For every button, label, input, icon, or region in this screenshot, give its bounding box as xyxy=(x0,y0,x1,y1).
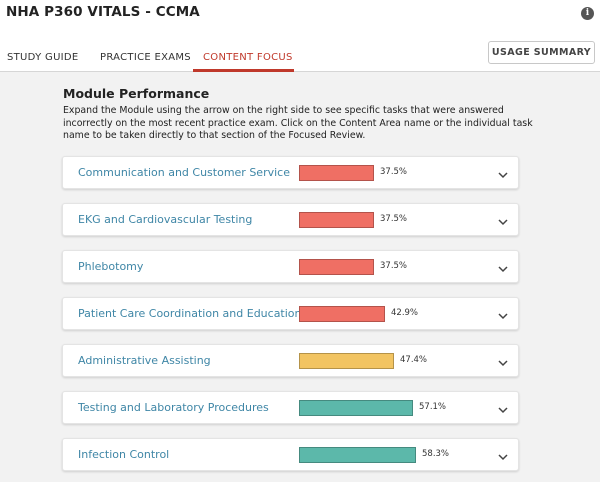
section-description: Expand the Module using the arrow on the… xyxy=(63,105,533,142)
usage-summary-button[interactable]: USAGE SUMMARY xyxy=(488,41,595,64)
module-card: Phlebotomy 37.5% xyxy=(62,250,519,283)
score-percent: 47.4% xyxy=(400,355,428,365)
score-bar xyxy=(299,259,374,275)
chevron-down-icon[interactable] xyxy=(497,170,509,180)
chevron-down-icon[interactable] xyxy=(497,311,509,321)
module-name-link[interactable]: Communication and Customer Service xyxy=(78,166,290,179)
tab-practice-exams[interactable]: PRACTICE EXAMS xyxy=(100,52,191,63)
module-card: EKG and Cardiovascular Testing 37.5% xyxy=(62,203,519,236)
app-title: NHA P360 VITALS - CCMA xyxy=(6,4,200,20)
module-card: Administrative Assisting 47.4% xyxy=(62,344,519,377)
chevron-down-icon[interactable] xyxy=(497,405,509,415)
score-bar xyxy=(299,353,394,369)
score-percent: 37.5% xyxy=(380,167,408,177)
module-card: Testing and Laboratory Procedures 57.1% xyxy=(62,391,519,424)
score-percent: 57.1% xyxy=(419,402,447,412)
module-name-link[interactable]: Infection Control xyxy=(78,448,170,461)
score-bar xyxy=(299,447,416,463)
module-card: Patient Care Coordination and Education 4… xyxy=(62,297,519,330)
module-name-link[interactable]: EKG and Cardiovascular Testing xyxy=(78,213,253,226)
score-bar xyxy=(299,306,385,322)
module-card: Infection Control 58.3% xyxy=(62,438,519,471)
info-icon[interactable]: i xyxy=(581,7,594,20)
section-title: Module Performance xyxy=(63,86,210,101)
score-percent: 42.9% xyxy=(391,308,419,318)
score-bar xyxy=(299,212,374,228)
score-percent: 37.5% xyxy=(380,214,408,224)
score-percent: 37.5% xyxy=(380,261,408,271)
module-name-link[interactable]: Administrative Assisting xyxy=(78,354,211,367)
module-name-link[interactable]: Patient Care Coordination and Education xyxy=(78,307,302,320)
score-bar xyxy=(299,400,413,416)
tab-study-guide[interactable]: STUDY GUIDE xyxy=(7,52,79,63)
module-name-link[interactable]: Phlebotomy xyxy=(78,260,144,273)
score-bar xyxy=(299,165,374,181)
module-name-link[interactable]: Testing and Laboratory Procedures xyxy=(78,401,269,414)
chevron-down-icon[interactable] xyxy=(497,264,509,274)
app-header: NHA P360 VITALS - CCMA i STUDY GUIDE PRA… xyxy=(0,0,600,72)
chevron-down-icon[interactable] xyxy=(497,358,509,368)
score-percent: 58.3% xyxy=(422,449,450,459)
active-tab-indicator xyxy=(193,69,294,72)
tab-content-focus[interactable]: CONTENT FOCUS xyxy=(203,52,293,63)
chevron-down-icon[interactable] xyxy=(497,452,509,462)
module-card: Communication and Customer Service 37.5% xyxy=(62,156,519,189)
chevron-down-icon[interactable] xyxy=(497,217,509,227)
